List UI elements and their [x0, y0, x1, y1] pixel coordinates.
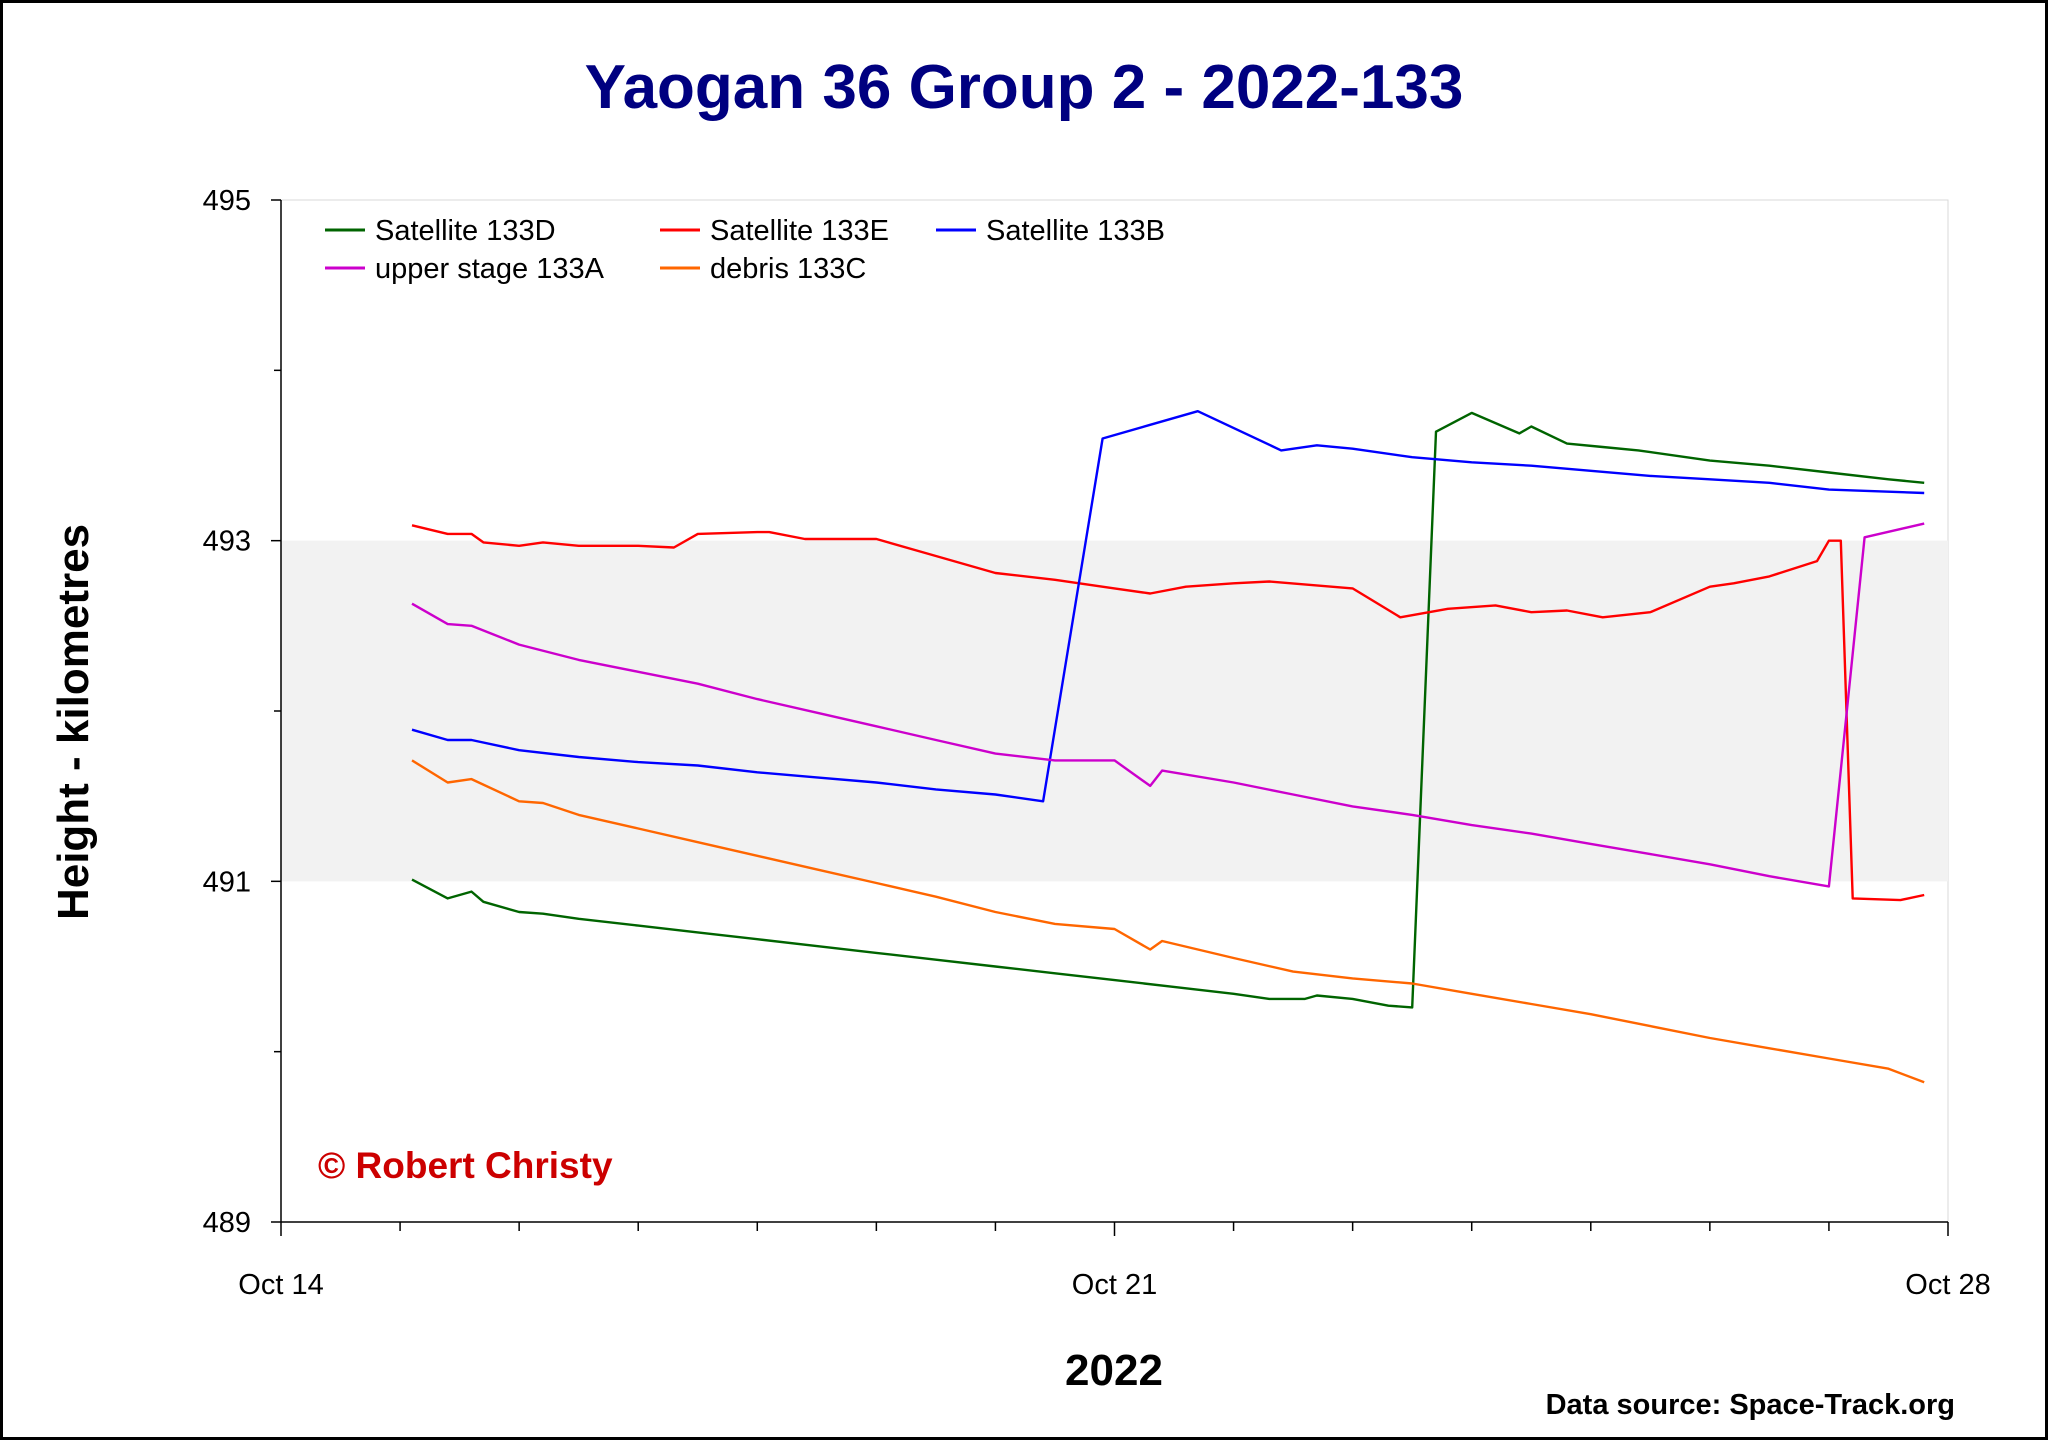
- legend: Satellite 133D Satellite 133E Satellite 13…: [325, 215, 1165, 285]
- x-ticks: Oct 14 Oct 21 Oct 28: [238, 1222, 1991, 1301]
- copyright-text: © Robert Christy: [318, 1145, 613, 1186]
- legend-label: upper stage 133A: [375, 253, 605, 285]
- axes: 489 491 493 495 Oct 14 Oct 21 Oct 28: [203, 185, 1991, 1301]
- chart-title: Yaogan 36 Group 2 - 2022-133: [585, 53, 1464, 122]
- series-line-satellite-133d: [411, 411, 1925, 1009]
- y-ticks: 489 491 493 495: [203, 185, 281, 1239]
- series-line-debris-133c: [411, 759, 1925, 1084]
- y-tick-label: 489: [203, 1207, 251, 1239]
- legend-label: Satellite 133E: [710, 215, 889, 247]
- legend-item: Satellite 133E: [660, 215, 889, 247]
- data-source-text: Data source: Space-Track.org: [1546, 1389, 1955, 1421]
- legend-item: upper stage 133A: [325, 253, 605, 285]
- legend-item: Satellite 133D: [325, 215, 556, 247]
- y-tick-label: 491: [203, 866, 251, 898]
- y-tick-label: 495: [203, 185, 251, 217]
- legend-label: debris 133C: [710, 253, 866, 285]
- shaded-band: [281, 540, 1948, 882]
- legend-label: Satellite 133B: [986, 215, 1165, 247]
- series-line-satellite-133b: [411, 410, 1925, 803]
- x-tick-label: Oct 21: [1072, 1269, 1157, 1301]
- x-axis-title: 2022: [1065, 1346, 1163, 1395]
- series-layer: [411, 410, 1925, 1084]
- y-tick-label: 493: [203, 526, 251, 558]
- y-axis-title: Height - kilometres: [49, 524, 98, 920]
- legend-label: Satellite 133D: [375, 215, 556, 247]
- series-line-satellite-133e: [411, 524, 1925, 902]
- legend-item: debris 133C: [660, 253, 866, 285]
- x-tick-label: Oct 28: [1905, 1269, 1990, 1301]
- x-tick-label: Oct 14: [238, 1269, 323, 1301]
- series-line-upper-stage-133a: [411, 522, 1925, 888]
- legend-item: Satellite 133B: [936, 215, 1165, 247]
